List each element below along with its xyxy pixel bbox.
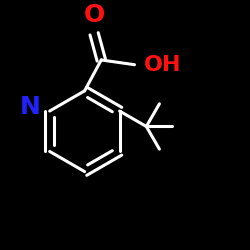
Text: N: N — [19, 96, 40, 120]
Text: O: O — [84, 3, 105, 27]
Text: OH: OH — [144, 55, 182, 75]
